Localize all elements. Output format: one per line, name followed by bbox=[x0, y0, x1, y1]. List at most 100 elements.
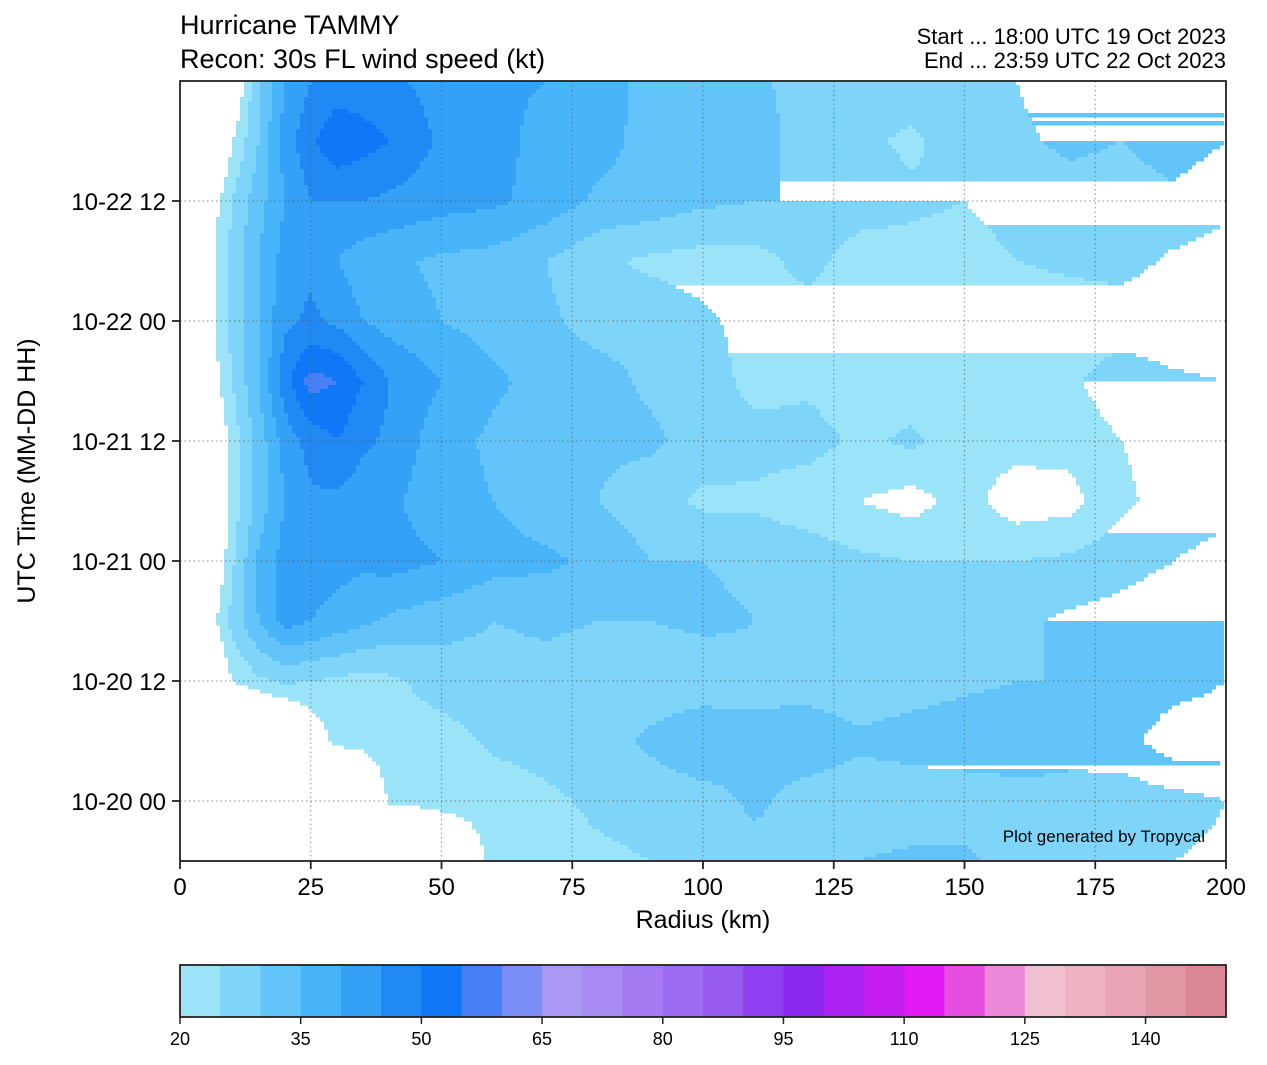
contour-cell bbox=[240, 469, 252, 474]
contour-cell bbox=[300, 405, 352, 410]
contour-cell bbox=[232, 145, 244, 150]
contour-cell bbox=[512, 197, 588, 202]
contour-cell bbox=[640, 269, 788, 274]
contour-cell bbox=[416, 89, 536, 94]
contour-cell bbox=[364, 381, 388, 386]
contour-cell bbox=[576, 805, 744, 810]
contour-cell bbox=[216, 353, 232, 358]
contour-cell bbox=[1084, 277, 1132, 282]
contour-cell bbox=[692, 493, 872, 498]
contour-cell bbox=[780, 125, 908, 130]
x-axis: 0 25 50 75 100 125 150 175 200 bbox=[173, 861, 1246, 901]
contour-cell bbox=[388, 141, 432, 146]
contour-cell bbox=[328, 429, 344, 434]
contour-cell bbox=[268, 653, 340, 658]
contour-cell bbox=[240, 485, 252, 490]
contour-cell bbox=[472, 337, 580, 342]
colorbar-swatch bbox=[381, 965, 422, 1017]
contour-cell bbox=[232, 365, 244, 370]
contour-cell bbox=[1044, 629, 1224, 634]
contour-cell bbox=[244, 585, 256, 590]
contour-cell bbox=[248, 533, 260, 538]
contour-cell bbox=[352, 577, 492, 582]
contour-cell bbox=[228, 513, 240, 518]
contour-cell bbox=[252, 457, 268, 462]
y-tick-label: 10-21 12 bbox=[71, 429, 166, 456]
contour-cell bbox=[920, 133, 1040, 138]
contour-cell bbox=[856, 233, 996, 238]
contour-cell bbox=[788, 269, 824, 274]
contour-cell bbox=[240, 169, 256, 174]
contour-cell bbox=[252, 497, 268, 502]
contour-cell bbox=[464, 725, 648, 730]
contour-cell bbox=[484, 473, 612, 478]
contour-cell bbox=[244, 81, 252, 86]
contour-cell bbox=[508, 389, 636, 394]
contour-cell bbox=[328, 733, 472, 738]
contour-cell bbox=[280, 445, 300, 450]
contour-cell bbox=[864, 857, 980, 862]
contour-cell bbox=[500, 397, 640, 402]
contour-cell bbox=[764, 813, 1220, 818]
contour-cell bbox=[628, 117, 780, 122]
contour-cell bbox=[264, 517, 284, 522]
contour-cell bbox=[524, 109, 628, 114]
contour-cell bbox=[288, 329, 344, 334]
contour-cell bbox=[220, 597, 232, 602]
contour-cell bbox=[780, 133, 896, 138]
contour-cell bbox=[480, 457, 640, 462]
contour-cell bbox=[252, 453, 268, 458]
contour-cell bbox=[424, 257, 548, 262]
contour-cell bbox=[232, 573, 244, 578]
colorbar-swatch bbox=[582, 965, 624, 1017]
contour-cell bbox=[232, 585, 244, 590]
contour-cell bbox=[348, 277, 424, 282]
contour-cell bbox=[1044, 653, 1224, 658]
contour-cell bbox=[348, 109, 424, 114]
contour-cell bbox=[292, 385, 308, 390]
contour-cell bbox=[924, 437, 1120, 442]
contour-cell bbox=[488, 489, 600, 494]
contour-cell bbox=[216, 621, 228, 626]
contour-cell bbox=[284, 345, 308, 350]
contour-cell bbox=[440, 309, 560, 314]
contour-cell bbox=[228, 289, 244, 294]
contour-cell bbox=[284, 193, 308, 198]
contour-cell bbox=[492, 753, 648, 758]
contour-cell bbox=[280, 377, 292, 382]
contour-cell bbox=[220, 197, 232, 202]
contour-cell bbox=[920, 217, 980, 222]
contour-cell bbox=[360, 113, 424, 118]
contour-cell bbox=[592, 825, 1212, 830]
contour-cell bbox=[332, 433, 340, 438]
contour-cell bbox=[428, 413, 492, 418]
contour-cell bbox=[628, 89, 776, 94]
contour-cell bbox=[828, 537, 1100, 542]
contour-cell bbox=[492, 409, 652, 414]
contour-cell bbox=[248, 121, 260, 126]
contour-cell bbox=[432, 369, 504, 374]
contour-cell bbox=[216, 301, 228, 306]
contour-cell bbox=[608, 169, 780, 174]
contour-cell bbox=[824, 269, 1048, 274]
contour-cell bbox=[1012, 681, 1224, 686]
contour-cell bbox=[752, 405, 780, 410]
contour-cell bbox=[780, 789, 1184, 794]
contour-cell bbox=[1144, 161, 1196, 166]
contour-cell bbox=[288, 417, 308, 422]
contour-cell bbox=[220, 609, 228, 614]
contour-cell bbox=[920, 513, 1000, 518]
contour-cell bbox=[264, 521, 280, 526]
contour-cell bbox=[332, 741, 480, 746]
contour-cell bbox=[808, 529, 1108, 534]
contour-cell bbox=[780, 117, 1032, 122]
contour-cell bbox=[612, 165, 780, 170]
contour-cell bbox=[276, 637, 320, 642]
contour-cell bbox=[284, 341, 356, 346]
contour-cell bbox=[224, 417, 236, 422]
contour-cell bbox=[224, 573, 232, 578]
contour-cell bbox=[308, 293, 312, 298]
contour-cell bbox=[384, 413, 428, 418]
contour-cell bbox=[264, 417, 276, 422]
contour-cell bbox=[268, 129, 280, 134]
